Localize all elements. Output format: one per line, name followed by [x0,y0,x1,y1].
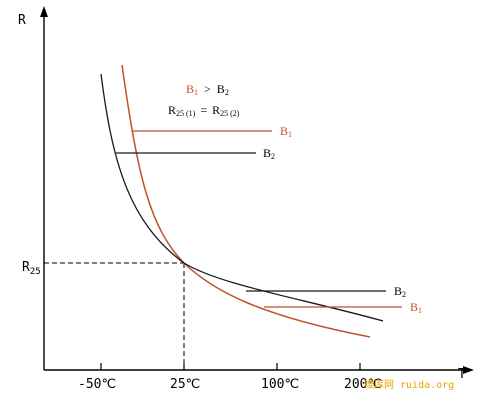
leader-upper-b2-label: B2 [263,146,275,161]
annotation-r-equality: R25 (1) = R25 (2) [168,103,240,118]
x-axis-label: T [458,367,466,382]
curve-b2 [100,73,384,322]
x-tick-label: -50℃ [78,377,116,392]
x-tick-label: 100℃ [261,377,299,392]
leader-lower-b2-label: B2 [394,284,406,299]
annotation-b-relation: B1 > B2 [186,82,229,97]
watermark: 维库网 ruida.org [364,378,454,391]
leader-upper-b1-label: B1 [280,124,292,139]
r25-label: R25 [22,260,41,277]
x-tick-label: 200℃ [344,377,382,392]
x-tick-label: 25℃ [170,377,200,392]
y-axis-label: R [18,13,26,28]
curve-b1 [121,64,371,338]
x-axis-arrow [463,366,474,374]
leader-lower-b1-label: B1 [410,300,422,315]
y-axis-arrow [40,6,48,17]
